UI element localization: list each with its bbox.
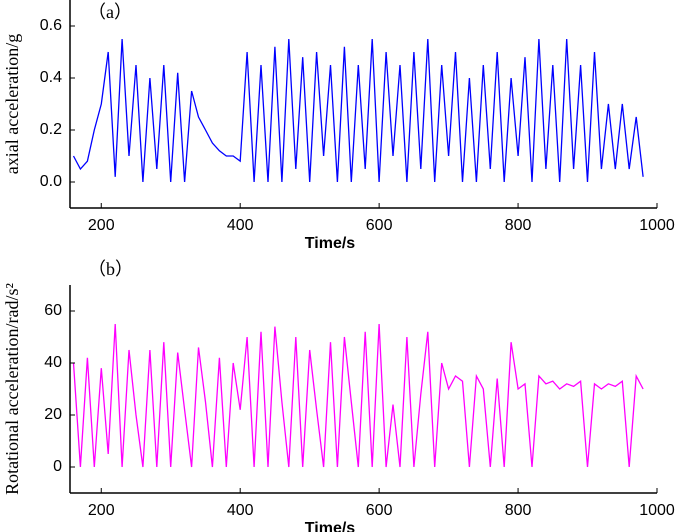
- x-tick-label: 200: [88, 217, 115, 234]
- x-tick-label: 800: [505, 217, 532, 234]
- y-tick-label: 0.0: [40, 173, 62, 190]
- x-tick-label: 1000: [639, 217, 675, 234]
- x-tick-label: 200: [88, 502, 115, 519]
- x-axis-label: Time/s: [305, 520, 356, 532]
- y-axis-label: Rotational acceleration/rad/s²: [2, 283, 22, 495]
- signal-line: [72, 38, 644, 183]
- y-tick-label: 40: [44, 354, 62, 371]
- y-axis-label: axial acceleration/g: [2, 34, 22, 174]
- y-tick-label: 60: [44, 302, 62, 319]
- y-tick-label: 0: [53, 458, 62, 475]
- x-tick-label: 400: [227, 217, 254, 234]
- y-tick-label: 0.2: [40, 121, 62, 138]
- y-tick-label: 0.4: [40, 69, 62, 86]
- panel-label: （b）: [88, 259, 133, 279]
- panel-label: （a）: [88, 2, 132, 22]
- y-tick-label: 0.6: [40, 17, 62, 34]
- x-axis-label: Time/s: [305, 235, 356, 252]
- x-tick-label: 400: [227, 502, 254, 519]
- x-tick-label: 800: [505, 502, 532, 519]
- signal-line: [72, 323, 644, 468]
- y-tick-label: 20: [44, 406, 62, 423]
- x-tick-label: 600: [366, 217, 393, 234]
- x-tick-label: 600: [366, 502, 393, 519]
- x-tick-label: 1000: [639, 502, 675, 519]
